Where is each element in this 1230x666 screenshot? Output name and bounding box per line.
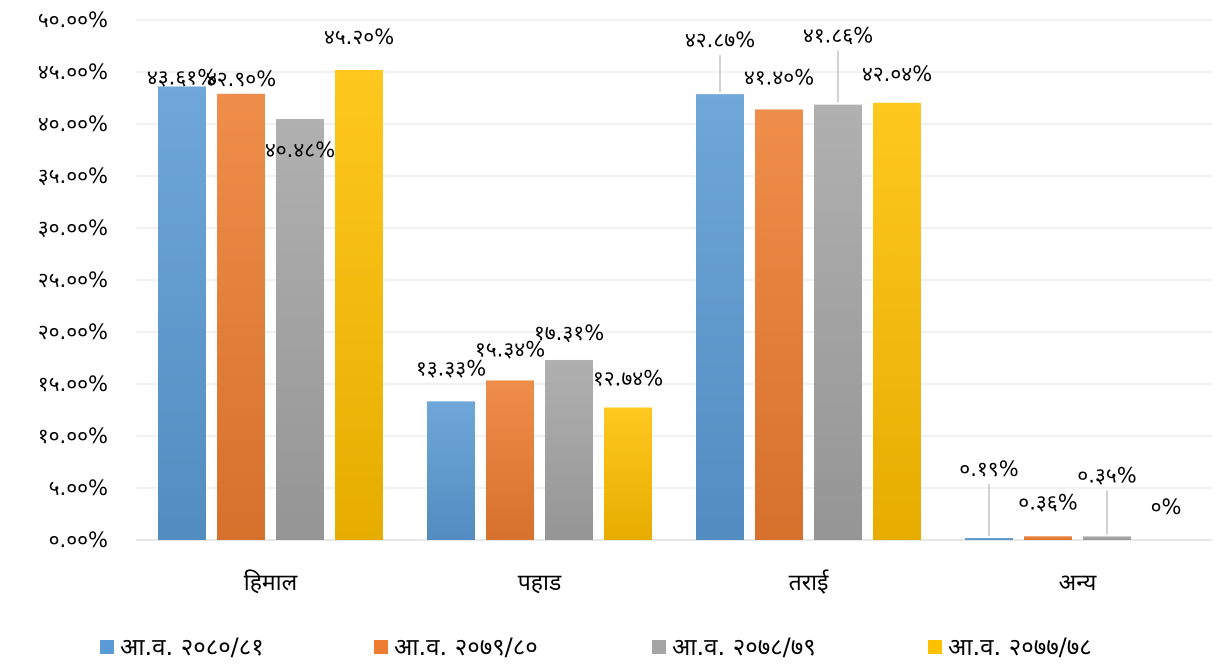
y-tick-label: १०.००% (38, 424, 108, 448)
category-label: तराई (789, 569, 830, 596)
label-leader-lines (719, 50, 1108, 537)
y-tick-label: ५.००% (49, 476, 108, 500)
bar-1-1 (158, 86, 206, 541)
bar-3-1 (276, 119, 324, 541)
data-label: ४०.४८% (265, 138, 335, 162)
legend-swatch (100, 640, 114, 654)
data-label: १५.३४% (475, 337, 545, 361)
data-label: ४३.६१% (147, 65, 217, 89)
bar-1-3 (696, 94, 744, 540)
data-label: ४२.८७% (685, 28, 755, 52)
legend-label: आ.व. २०७९/८० (394, 633, 538, 661)
data-label: ०.३५% (1077, 463, 1136, 487)
bar-3-4 (1083, 536, 1131, 540)
bar-2-4 (1024, 536, 1072, 540)
data-label: ४२.९०% (206, 67, 276, 91)
data-label: ४२.०४% (862, 62, 932, 86)
x-axis-categories: हिमाल पहाड तराई अन्य (244, 569, 1097, 596)
y-tick-label: ४५.००% (38, 60, 108, 84)
y-tick-label: १५.००% (38, 372, 108, 396)
category-label: अन्य (1059, 570, 1097, 596)
y-tick-label: २०.००% (38, 320, 108, 344)
bar-3-2 (545, 359, 593, 540)
bar-4-3 (873, 102, 921, 540)
bar-3-3 (814, 104, 862, 540)
data-label: ४१.४०% (744, 65, 814, 89)
data-label: १३.३३% (416, 356, 486, 380)
legend-label: आ.व. २०८०/८१ (120, 633, 264, 661)
category-label: पहाड (518, 570, 562, 596)
data-label: ०.१९% (959, 457, 1018, 481)
data-label: १७.३१% (534, 321, 604, 345)
y-tick-label: २५.००% (38, 268, 108, 292)
data-label: ०.३६% (1018, 490, 1077, 514)
bar-4-2 (604, 407, 652, 540)
data-label: १२.७४% (593, 367, 663, 391)
bar-4-1 (335, 69, 383, 541)
bar-2-2 (486, 380, 534, 540)
bar-2-3 (755, 109, 803, 540)
data-label: ०% (1151, 495, 1182, 519)
bar-2-1 (217, 93, 265, 540)
y-tick-label: ५०.००% (38, 8, 108, 32)
bar-1-2 (427, 401, 475, 540)
legend-swatch (652, 640, 666, 654)
y-tick-label: ०.००% (49, 528, 108, 552)
y-tick-label: ३०.००% (38, 216, 108, 240)
y-tick-label: ४०.००% (38, 112, 108, 136)
category-label: हिमाल (244, 569, 298, 596)
legend-swatch (928, 640, 942, 654)
data-labels: ४३.६१%४२.९०% ४०.४८% ४५.२०% १३.३३%१५.३४%१७.३… (147, 24, 1182, 519)
data-label: ४१.८६% (803, 24, 873, 48)
y-tick-label: ३५.००% (38, 164, 108, 188)
legend-swatch (374, 640, 388, 654)
bars (158, 69, 1131, 541)
legend: आ.व. २०८०/८१ आ.व. २०७९/८० आ.व. २०७८/७९ आ.व.… (100, 633, 1092, 661)
data-label: ४५.२०% (324, 25, 394, 49)
legend-label: आ.व. २०७८/७९ (672, 633, 816, 661)
legend-label: आ.व. २०७७/७८ (948, 633, 1092, 661)
bar-1-4 (965, 538, 1013, 540)
y-axis-ticks: ०.००% ५.००% १०.००% १५.००% २०.००% २५.००% ३०.००%… (38, 8, 108, 552)
